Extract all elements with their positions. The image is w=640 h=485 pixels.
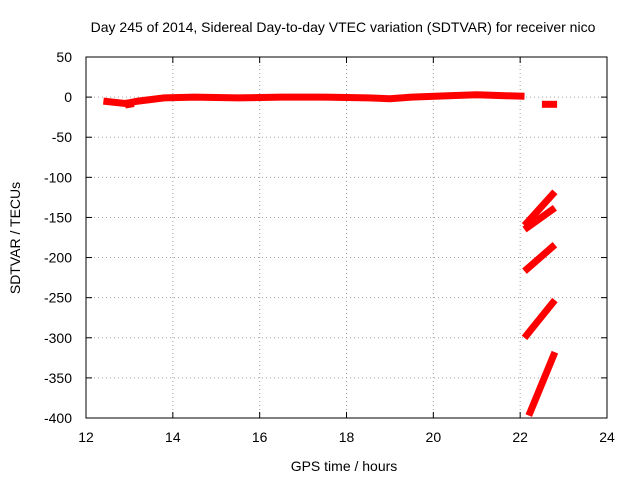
- y-tick-label: -150: [44, 209, 72, 225]
- x-tick-label: 24: [599, 429, 615, 445]
- series-line-3: [521, 189, 558, 228]
- x-tick-label: 18: [339, 429, 355, 445]
- series-line-0: [103, 91, 525, 108]
- x-tick-labels: 12 14 16 18 20 22 24: [78, 429, 615, 445]
- y-tick-label: -300: [44, 330, 72, 346]
- y-tick-labels: 50 0 -50 -100 -150 -200 -250 -300 -350 -400: [44, 49, 72, 426]
- data-series: [103, 91, 559, 417]
- x-tick-label: 22: [512, 429, 528, 445]
- series-line-7: [525, 350, 559, 417]
- y-tick-label: 0: [64, 89, 72, 105]
- x-tick-label: 20: [426, 429, 442, 445]
- x-tick-label: 12: [78, 429, 94, 445]
- y-tick-label: -350: [44, 370, 72, 386]
- chart-title: Day 245 of 2014, Sidereal Day-to-day VTE…: [91, 19, 596, 35]
- x-axis-label: GPS time / hours: [291, 458, 398, 474]
- y-tick-label: -400: [44, 410, 72, 426]
- axis-ticks: [85, 56, 608, 419]
- series-line-6: [521, 297, 558, 340]
- y-tick-label: -50: [52, 129, 72, 145]
- series-line-1: [124, 100, 135, 109]
- y-tick-label: -250: [44, 290, 72, 306]
- x-tick-label: 14: [165, 429, 181, 445]
- x-tick-label: 16: [252, 429, 268, 445]
- y-axis-label: SDTVAR / TECUs: [7, 182, 23, 294]
- series-line-5: [522, 242, 558, 274]
- y-tick-label: -200: [44, 250, 72, 266]
- y-tick-label: 50: [56, 49, 72, 65]
- y-tick-label: -100: [44, 169, 72, 185]
- series-line-4: [522, 204, 557, 233]
